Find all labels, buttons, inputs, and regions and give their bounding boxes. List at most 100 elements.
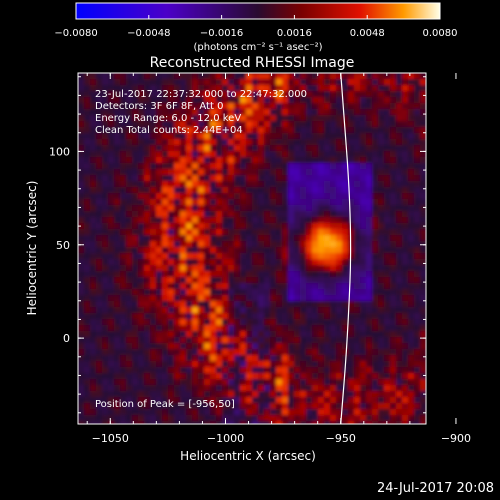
heatmap-cell: [114, 379, 121, 386]
heatmap-cell: [186, 415, 193, 422]
heatmap-cell: [270, 91, 277, 98]
heatmap-cell: [408, 205, 415, 212]
heatmap-cell: [96, 223, 103, 230]
heatmap-cell: [396, 295, 403, 302]
heatmap-cell: [78, 409, 85, 416]
heatmap-cell: [174, 259, 181, 266]
heatmap-cell: [354, 85, 361, 92]
heatmap-cell: [162, 355, 169, 362]
heatmap-cell: [402, 391, 409, 398]
heatmap-cell: [384, 181, 391, 188]
heatmap-cell: [144, 361, 151, 368]
heatmap-cell: [288, 379, 295, 386]
heatmap-cell: [414, 115, 421, 122]
heatmap-cell: [210, 229, 217, 236]
heatmap-cell: [138, 289, 145, 296]
heatmap-cell: [300, 403, 307, 410]
heatmap-cell: [210, 349, 217, 356]
heatmap-cell: [108, 181, 115, 188]
heatmap-cell: [408, 337, 415, 344]
heatmap-cell: [246, 403, 253, 410]
heatmap-cell: [144, 259, 151, 266]
heatmap-cell: [264, 289, 271, 296]
heatmap-cell: [372, 199, 379, 206]
heatmap-cell: [108, 349, 115, 356]
heatmap-cell: [288, 97, 295, 104]
heatmap-cell: [162, 331, 169, 338]
heatmap-cell: [156, 169, 163, 176]
heatmap-cell: [90, 295, 97, 302]
heatmap-cell: [342, 235, 349, 242]
heatmap-cell: [168, 313, 175, 320]
heatmap-cell: [138, 373, 145, 380]
heatmap-cell: [348, 205, 355, 212]
heatmap-cell: [240, 115, 247, 122]
heatmap-cell: [90, 391, 97, 398]
heatmap-cell: [198, 307, 205, 314]
heatmap-cell: [420, 169, 426, 176]
heatmap-cell: [354, 379, 361, 386]
heatmap-cell: [366, 211, 373, 218]
heatmap-cell: [300, 277, 307, 284]
heatmap-cell: [402, 367, 409, 374]
heatmap-cell: [144, 73, 151, 80]
heatmap-cell: [132, 343, 139, 350]
heatmap-cell: [138, 253, 145, 260]
heatmap-cell: [138, 199, 145, 206]
heatmap-cell: [192, 295, 199, 302]
heatmap-cell: [120, 355, 127, 362]
heatmap-cell: [216, 121, 223, 128]
heatmap-cell: [240, 415, 247, 422]
heatmap-cell: [114, 307, 121, 314]
heatmap-cell: [246, 283, 253, 290]
heatmap-cell: [180, 397, 187, 404]
heatmap-cell: [330, 331, 337, 338]
heatmap-cell: [300, 133, 307, 140]
heatmap-cell: [246, 229, 253, 236]
heatmap-cell: [216, 379, 223, 386]
heatmap-cell: [372, 313, 379, 320]
heatmap-cell: [138, 409, 145, 416]
heatmap-cell: [186, 115, 193, 122]
heatmap-cell: [276, 109, 283, 116]
heatmap-cell: [282, 253, 289, 260]
heatmap-cell: [366, 361, 373, 368]
heatmap-cell: [138, 109, 145, 116]
heatmap-cell: [204, 217, 211, 224]
heatmap-cell: [222, 325, 229, 332]
heatmap-cell: [180, 265, 187, 272]
heatmap-cell: [276, 421, 283, 424]
heatmap-cell: [372, 259, 379, 266]
heatmap-cell: [96, 391, 103, 398]
heatmap-cell: [102, 391, 109, 398]
heatmap-cell: [102, 109, 109, 116]
heatmap-cell: [294, 283, 301, 290]
heatmap-cell: [252, 169, 259, 176]
heatmap-cell: [186, 163, 193, 170]
heatmap-cell: [390, 199, 397, 206]
heatmap-cell: [342, 139, 349, 146]
heatmap-cell: [318, 283, 325, 290]
heatmap-cell: [360, 265, 367, 272]
heatmap-cell: [210, 265, 217, 272]
heatmap-cell: [258, 283, 265, 290]
heatmap-cell: [180, 229, 187, 236]
heatmap-cell: [330, 241, 337, 248]
heatmap-cell: [216, 253, 223, 260]
heatmap-cell: [144, 133, 151, 140]
heatmap-cell: [354, 259, 361, 266]
heatmap-cell: [360, 295, 367, 302]
heatmap-cell: [186, 265, 193, 272]
heatmap-cell: [222, 319, 229, 326]
heatmap-cell: [414, 337, 421, 344]
heatmap-cell: [246, 157, 253, 164]
heatmap-cell: [168, 115, 175, 122]
heatmap-cell: [300, 235, 307, 242]
heatmap-cell: [216, 235, 223, 242]
heatmap-cell: [216, 157, 223, 164]
heatmap-cell: [378, 169, 385, 176]
heatmap-cell: [354, 127, 361, 134]
heatmap-cell: [384, 103, 391, 110]
heatmap-cell: [240, 259, 247, 266]
heatmap-cell: [264, 121, 271, 128]
